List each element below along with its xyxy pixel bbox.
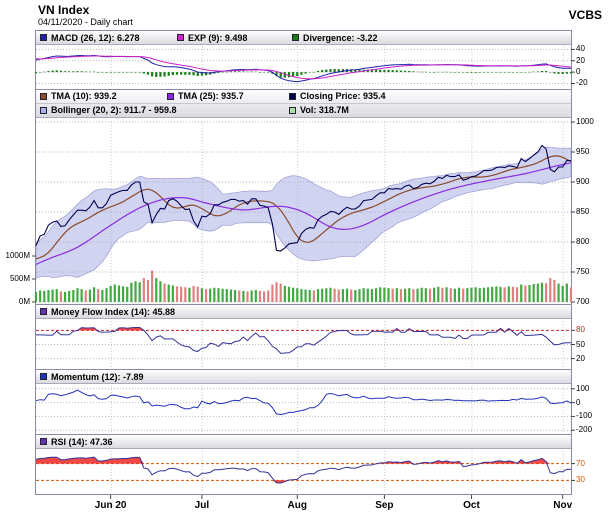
x-axis-month-label: Jul [194,500,210,511]
volume-tick-label: 1000M [5,251,30,260]
chart-subtitle: 04/11/2020 - Daily chart [38,17,133,27]
brand-logo: VCBS [568,8,602,22]
rsi-panel: RSI (14): 47.36 [35,434,572,495]
momentum-legend-label: Momentum (12): -7.89 [51,371,144,382]
macd-swatch-icon [40,34,47,41]
y-tick-label: 700 [576,297,590,306]
y-tick-label: 1000 [576,117,594,126]
tma25-swatch-icon [167,92,174,100]
rsi-legend-item: RSI (14): 47.36 [40,437,113,447]
bollinger-legend-item: Bollinger (20, 2): 911.7 - 959.8 [40,105,289,115]
closing-price-swatch-icon [289,92,296,100]
x-axis-month-label: Jun 20 [94,500,127,511]
y-tick-label: 50 [576,339,585,349]
volume-legend-item: Vol: 318.7M [289,105,349,115]
y-tick-label: 30 [576,475,585,485]
volume-tick-label: 500M [9,274,30,283]
macd-legend-item: MACD (26, 12): 6.278 [40,33,177,43]
price-legend-row-1: TMA (10): 939.2 TMA (25): 935.7 Closing … [36,90,571,104]
y-tick-label: -20 [576,78,588,88]
y-tick-label: 850 [576,207,590,216]
tma25-legend-item: TMA (25): 935.7 [167,91,289,101]
y-tick-label: 70 [576,458,585,468]
exp-legend-item: EXP (9): 9.498 [177,33,292,43]
mfi-swatch-icon [40,308,47,315]
rsi-legend-label: RSI (14): 47.36 [51,436,113,447]
rsi-swatch-icon [40,438,47,445]
price-legend: TMA (10): 939.2 TMA (25): 935.7 Closing … [36,90,571,118]
x-axis-month-label: Nov [553,500,573,511]
y-tick-label: 20 [576,55,585,65]
closing-price-legend-item: Closing Price: 935.4 [289,91,386,101]
momentum-legend-item: Momentum (12): -7.89 [40,372,144,382]
mfi-legend: Money Flow Index (14): 45.88 [36,305,571,319]
y-tick-label: 900 [576,177,590,186]
x-axis-month-label: Aug [287,500,307,511]
momentum-panel: Momentum (12): -7.89 [35,369,572,435]
momentum-legend: Momentum (12): -7.89 [36,370,571,384]
x-axis-month-label: Sep [375,500,394,511]
rsi-legend: RSI (14): 47.36 [36,435,571,449]
exp-legend-label: EXP (9): 9.498 [188,32,248,43]
momentum-swatch-icon [40,373,47,380]
y-tick-label: 950 [576,147,590,156]
macd-legend-label: MACD (26, 12): 6.278 [51,32,140,43]
volume-tick-label: 0M [18,297,30,306]
page-title: VN Index [38,3,90,17]
y-tick-label: -200 [576,425,593,435]
tma10-legend-label: TMA (10): 939.2 [51,91,117,102]
mfi-legend-label: Money Flow Index (14): 45.88 [51,306,176,317]
bollinger-legend-label: Bollinger (20, 2): 911.7 - 959.8 [51,105,177,116]
y-tick-label: 750 [576,267,590,276]
mfi-panel: Money Flow Index (14): 45.88 [35,304,572,370]
y-tick-label: 0 [576,397,581,407]
macd-legend: MACD (26, 12): 6.278 EXP (9): 9.498 Dive… [36,31,571,45]
y-tick-label: 20 [576,353,585,363]
divergence-swatch-icon [292,34,299,41]
y-tick-label: -100 [576,411,593,421]
volume-swatch-icon [289,106,296,114]
exp-swatch-icon [177,34,184,41]
price-panel: TMA (10): 939.2 TMA (25): 935.7 Closing … [35,89,572,305]
y-tick-label: 80 [576,325,585,335]
mfi-legend-item: Money Flow Index (14): 45.88 [40,307,175,317]
y-tick-label: 40 [576,44,585,54]
tma10-legend-item: TMA (10): 939.2 [40,91,167,101]
macd-panel: MACD (26, 12): 6.278 EXP (9): 9.498 Dive… [35,30,572,90]
divergence-legend-label: Divergence: -3.22 [303,32,378,43]
y-tick-label: 0 [576,67,581,77]
tma10-swatch-icon [40,92,47,100]
divergence-legend-item: Divergence: -3.22 [292,33,378,43]
volume-legend-label: Vol: 318.7M [300,105,349,116]
x-axis-month-label: Oct [463,500,480,511]
y-tick-label: 100 [576,383,590,393]
closing-price-legend-label: Closing Price: 935.4 [300,91,386,102]
price-legend-row-2: Bollinger (20, 2): 911.7 - 959.8 Vol: 31… [36,104,571,117]
y-tick-label: 800 [576,237,590,246]
tma25-legend-label: TMA (25): 935.7 [178,91,244,102]
bollinger-swatch-icon [40,106,47,114]
